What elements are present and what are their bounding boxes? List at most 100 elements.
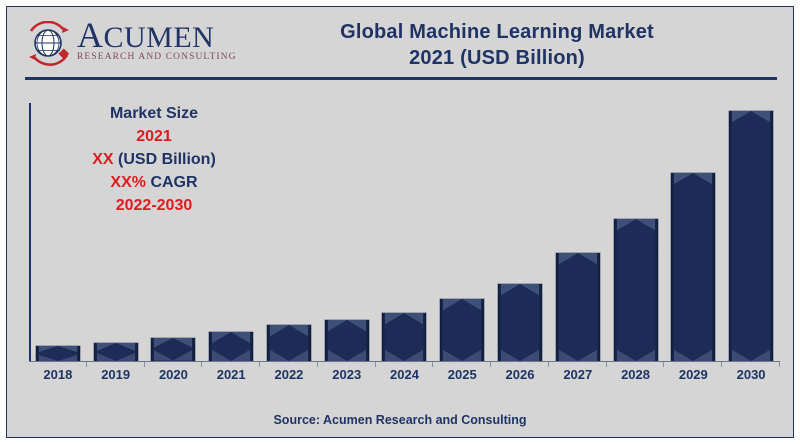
logo-wordmark-rest: CUMEN [103,21,215,54]
globe-arrows-diamond-icon [29,21,70,66]
x-axis-label-2021: 2021 [216,367,246,382]
bar-2027[interactable] [555,253,600,361]
bar-body [729,110,774,361]
bar-slot [722,106,780,367]
bar-right-edge [539,284,542,361]
header-divider [25,77,777,80]
bar-left-edge [151,337,155,361]
bar-left-edge [324,319,328,361]
logo-wordmark: ACUMEN [77,17,227,54]
x-axis-tick-labels: 2018 2019 2020 2021 2022 2023 2024 2025 2026 2027… [29,367,780,382]
bar-body [613,218,658,361]
market-size-callout: Market Size 2021 XX (USD Billion) XX% CA… [49,102,259,217]
bar-bottom-bevel [729,347,774,361]
x-axis-label-2027: 2027 [563,367,593,382]
x-axis-tick [259,360,261,367]
bar-bottom-bevel [671,347,716,361]
callout-line-market-size: Market Size [109,105,199,122]
x-axis-label-2026: 2026 [505,367,535,382]
bar-2020[interactable] [151,337,196,361]
bar-2023[interactable] [324,319,369,361]
callout-cagr-label: CAGR [146,174,198,191]
callout-line-value: XX (USD Billion) [49,148,259,171]
bar-bottom-bevel [151,349,196,361]
x-axis-label-2019: 2019 [101,367,131,382]
acumen-logo-text: ACUMEN RESEARCH AND CONSULTING [77,17,237,62]
bar-right-edge [481,299,485,361]
bar-bottom-bevel [613,347,658,361]
bar-body [555,253,600,361]
bar-2021[interactable] [209,332,254,361]
bar-left-edge [440,299,444,361]
logo-wordmark-initial: A [77,15,104,55]
bar-2024[interactable] [382,313,427,361]
bar-slot [260,106,318,367]
bar-bottom-bevel [440,347,485,361]
bar-top-bevel [498,284,542,297]
bar-2025[interactable] [440,299,485,361]
chart-title: Global Machine Learning Market 2021 (USD… [237,19,757,71]
bar-left-edge [671,173,675,361]
bar-right-edge [307,324,311,361]
bar-bottom-bevel [93,351,138,361]
bar-right-edge [596,253,600,361]
bar-2018[interactable] [35,346,80,361]
bar-slot [664,106,723,367]
bar-bottom-bevel [382,347,427,361]
callout-value-number: XX [92,151,114,168]
callout-line-year: 2021 [136,128,172,145]
callout-cagr-number: XX% [110,174,146,191]
bar-left-edge [266,324,270,361]
bar-left-edge [93,342,97,361]
bar-slot [318,106,376,367]
x-axis-tick [374,360,376,367]
bar-bottom-bevel [209,347,254,361]
bar-2019[interactable] [93,342,138,361]
bar-top-bevel [382,313,427,327]
bar-left-edge [555,253,559,361]
callout-line-cagr: XX% CAGR [49,171,259,194]
bar-slot [433,106,492,367]
x-axis-label-2022: 2022 [274,367,304,382]
bar-right-edge [423,313,427,361]
x-axis-label-2020: 2020 [158,367,188,382]
acumen-logo: ACUMEN RESEARCH AND CONSULTING [19,15,237,73]
logo-tagline: RESEARCH AND CONSULTING [77,52,237,62]
x-axis-tick [547,360,549,367]
bar-right-edge [712,173,716,361]
chart-title-line-1: Global Machine Learning Market [340,21,654,43]
callout-line-period: 2022-2030 [115,197,193,214]
bar-right-edge [770,110,774,361]
bar-right-edge [192,337,196,361]
x-axis-label-2023: 2023 [332,367,362,382]
bar-bottom-bevel [266,347,311,361]
x-axis-line [29,360,780,362]
bar-2028[interactable] [613,218,658,361]
bar-top-bevel [671,173,716,187]
bar-bottom-bevel [324,347,369,361]
x-axis-tick [663,360,665,367]
bar-left-edge [35,346,39,361]
x-axis-label-2025: 2025 [447,367,477,382]
callout-value-unit: (USD Billion) [113,151,216,168]
bar-slot [491,106,549,367]
bar-bottom-bevel [498,347,542,361]
x-axis-label-2030: 2030 [736,367,766,382]
bar-slot [202,106,261,367]
x-axis-tick [605,360,607,367]
bar-series [29,106,780,367]
bar-top-bevel [35,346,80,354]
bar-right-edge [250,332,254,361]
x-axis-label-2024: 2024 [390,367,419,382]
bar-left-edge [729,110,733,361]
bar-slot [376,106,434,367]
bar-2022[interactable] [266,324,311,361]
bar-left-edge [209,332,213,361]
bar-left-edge [613,218,617,361]
bar-right-edge [654,218,658,361]
x-axis-tick [201,360,203,367]
bar-2026[interactable] [498,284,542,361]
chart-header: ACUMEN RESEARCH AND CONSULTING Global Ma… [7,7,793,80]
bar-2029[interactable] [671,173,716,361]
bar-2030[interactable] [729,110,774,361]
